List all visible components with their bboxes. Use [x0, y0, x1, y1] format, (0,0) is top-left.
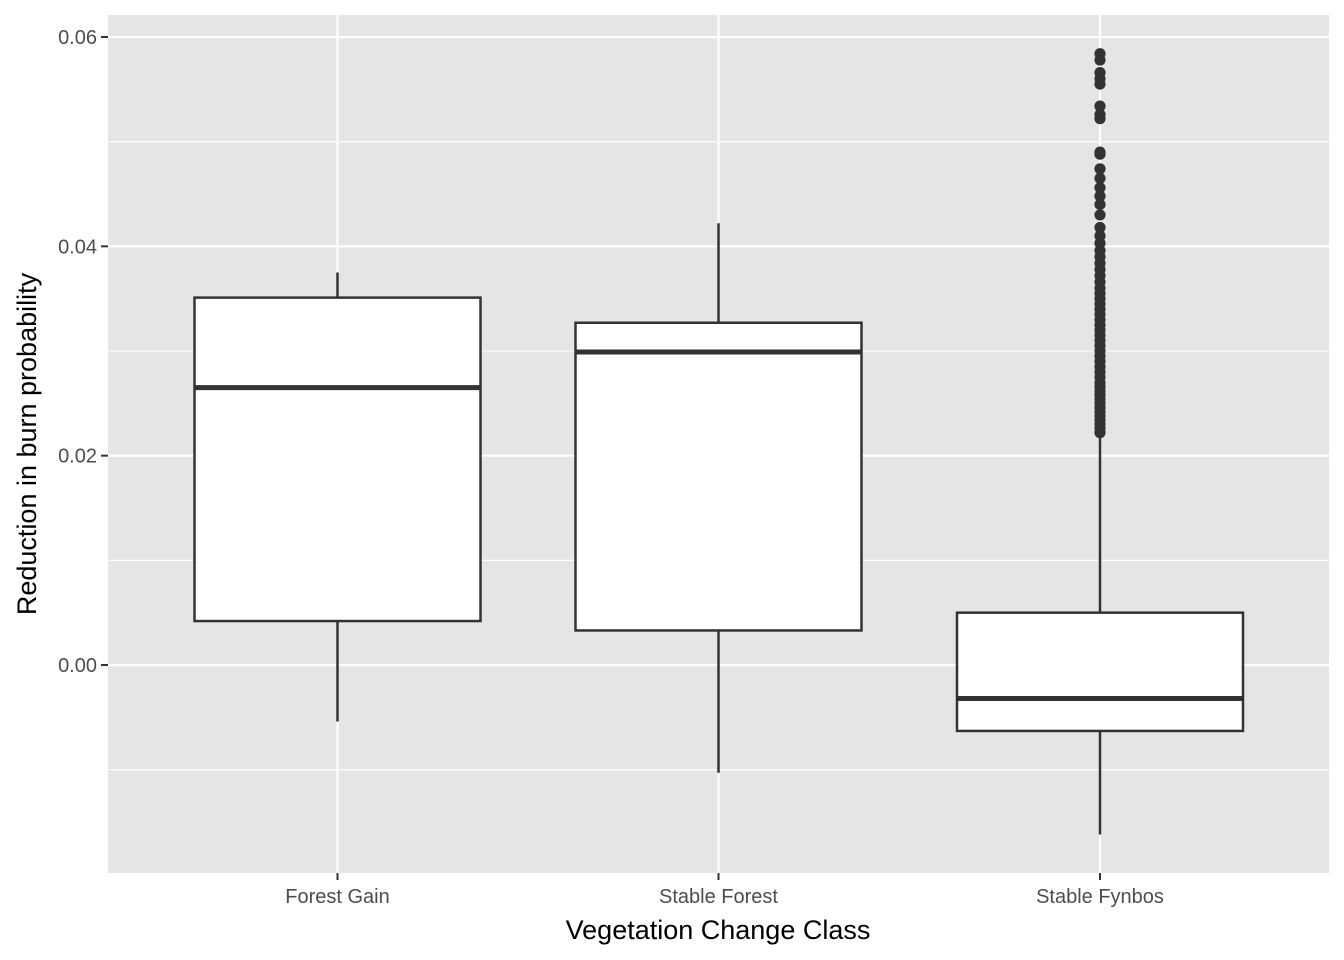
box-stable-forest — [574, 223, 863, 773]
outlier-point — [1094, 172, 1106, 184]
box-iqr — [955, 611, 1245, 733]
y-tick-label: 0.00 — [58, 655, 97, 677]
outlier-point — [1094, 66, 1106, 79]
outlier-point — [1094, 230, 1106, 242]
outlier-point — [1094, 146, 1106, 158]
outlier-point — [1094, 48, 1106, 60]
outlier-point — [1094, 221, 1106, 234]
y-tick-label: 0.04 — [58, 236, 97, 258]
outlier-point — [1094, 182, 1106, 194]
outlier-point — [1094, 209, 1106, 221]
outlier-point — [1094, 163, 1106, 175]
box-stable-fynbos — [955, 48, 1245, 835]
y-tick-label: 0.02 — [58, 446, 97, 468]
outlier-point — [1094, 198, 1106, 211]
x-tick-label: Forest Gain — [285, 886, 389, 908]
x-tick-label: Stable Forest — [659, 886, 778, 908]
x-axis: Forest Gain Stable Forest Stable Fynbos — [285, 873, 1164, 908]
x-tick-label: Stable Fynbos — [1036, 886, 1164, 908]
box-forest-gain — [193, 272, 482, 722]
box-series — [193, 48, 1245, 835]
outlier-point — [1094, 100, 1106, 112]
outlier-point — [1094, 108, 1106, 121]
x-axis-title: Vegetation Change Class — [566, 915, 871, 945]
y-axis: 0.00 0.02 0.04 0.06 — [58, 27, 108, 677]
box-iqr — [574, 321, 863, 632]
box-iqr — [193, 296, 482, 623]
outlier-point — [1094, 190, 1106, 202]
y-axis-title: Reduction in burn probability — [12, 272, 42, 615]
y-tick-label: 0.06 — [58, 27, 97, 49]
